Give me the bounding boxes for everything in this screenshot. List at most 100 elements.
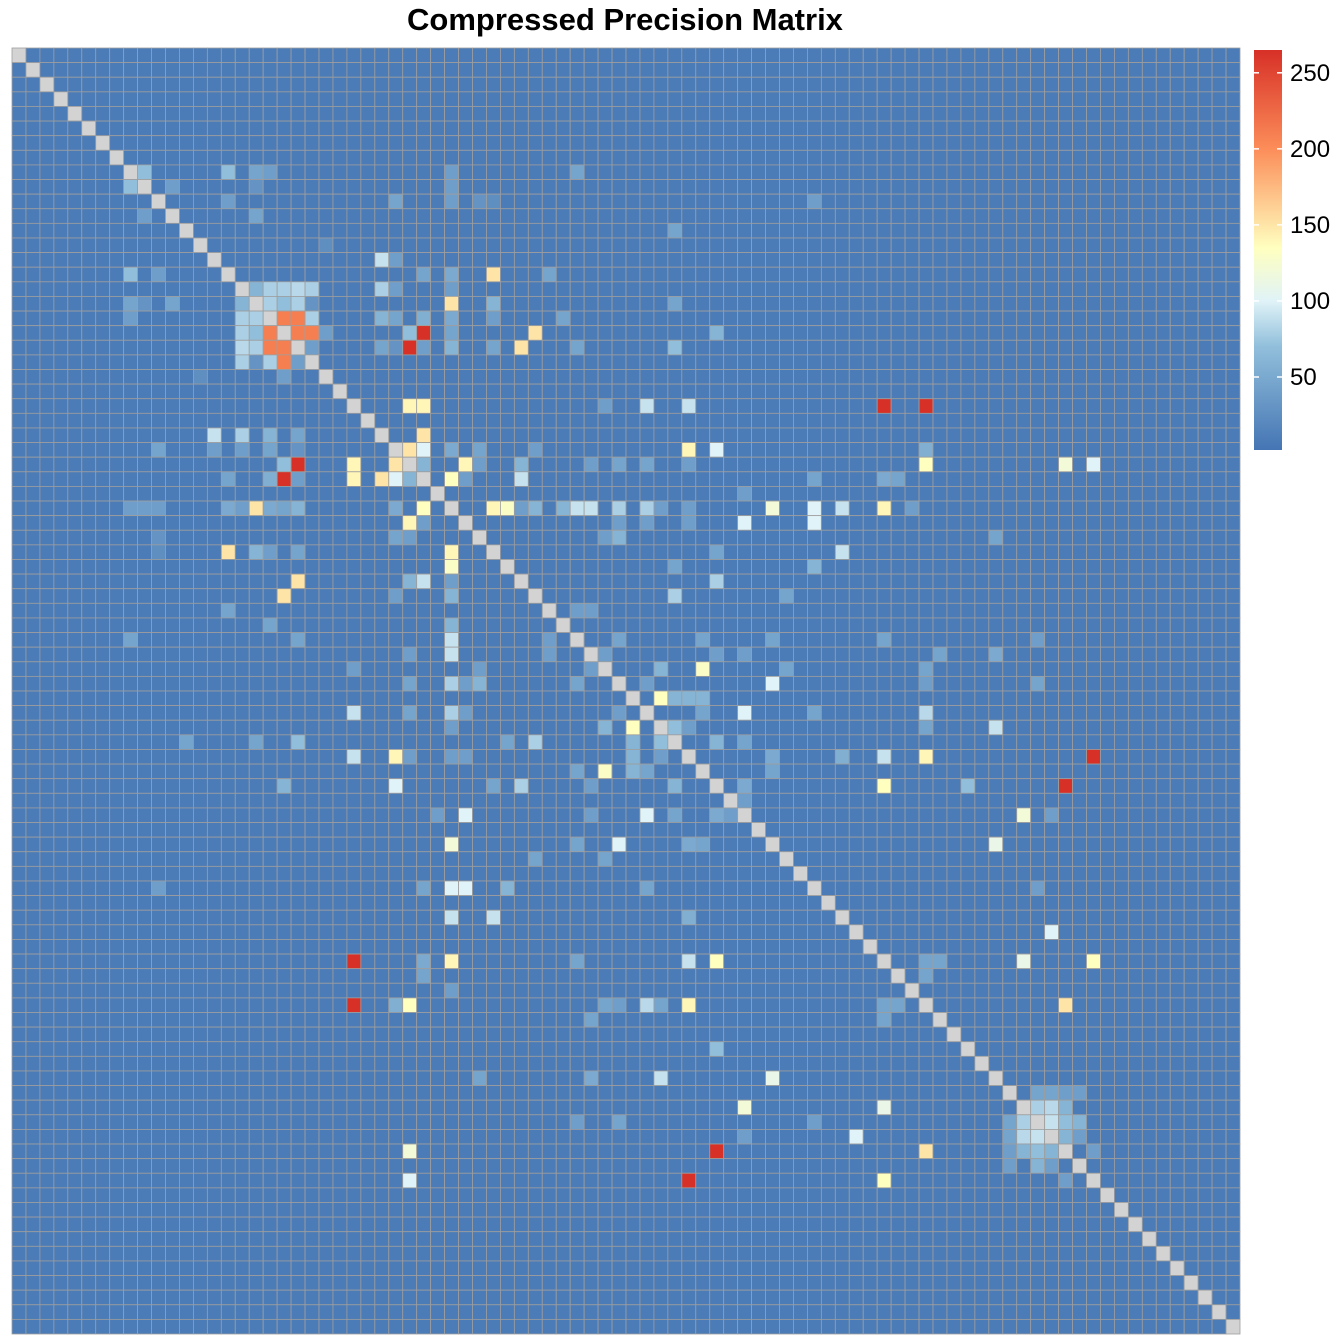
heatmap-cell [444,529,459,546]
heatmap-cell [318,179,334,195]
heatmap-cell [25,763,41,780]
heatmap-cell [1058,632,1073,648]
heatmap-cell [639,851,655,867]
heatmap-cell [890,705,906,721]
heatmap-cell [1002,617,1018,633]
heatmap-cell [374,456,390,473]
heatmap-cell [681,456,697,473]
heatmap-cell [444,500,459,517]
heatmap-cell [95,749,111,765]
heatmap-cell [500,310,515,327]
heatmap-cell [416,661,432,677]
heatmap-cell [402,559,418,575]
heatmap-cell [848,135,864,151]
heatmap-cell [332,544,348,560]
heatmap-cell [472,325,487,341]
heatmap-cell [123,705,138,721]
heatmap-cell [444,266,459,283]
heatmap-cell [820,763,836,780]
heatmap-cell [39,529,55,546]
heatmap-cell [486,675,501,692]
heatmap-cell [67,719,83,736]
heatmap-cell [779,354,794,370]
heatmap-cell [960,807,976,823]
heatmap-cell [1016,719,1032,736]
heatmap-cell [346,544,362,560]
heatmap-cell [946,427,962,443]
heatmap-cell [248,515,264,531]
heatmap-cell [234,106,250,122]
heatmap-cell [681,281,697,297]
heatmap-cell [234,544,250,560]
heatmap-cell [695,705,711,721]
heatmap-cell [1044,296,1059,312]
heatmap-cell [416,588,432,604]
heatmap-cell [179,179,194,195]
heatmap-cell [765,120,780,137]
heatmap-cell [458,719,473,736]
heatmap-cell [569,325,585,341]
heatmap-cell [290,544,306,560]
heatmap-cell [890,222,906,239]
heatmap-cell [667,106,683,122]
heatmap-cell [904,339,920,356]
heatmap-cell [807,778,822,794]
heatmap-cell [290,47,306,64]
heatmap-cell [611,851,627,867]
heatmap-cell [1155,179,1171,195]
heatmap-cell [709,851,725,867]
heatmap-cell [681,690,697,707]
heatmap-cell [95,456,111,473]
heatmap-cell [290,763,306,780]
heatmap-cell [569,76,585,93]
heatmap-cell [946,675,962,692]
heatmap-cell [430,763,445,780]
heatmap-cell [541,865,557,882]
heatmap-cell [807,149,822,166]
heatmap-cell [472,193,487,210]
heatmap-cell [500,588,515,604]
heatmap-cell [444,471,459,487]
heatmap-cell [527,222,543,239]
heatmap-cell [11,822,27,838]
heatmap-cell [151,500,166,517]
heatmap-cell [444,106,459,122]
heatmap-cell [332,383,348,400]
heatmap-cell [1030,734,1046,750]
heatmap-cell [248,836,264,853]
heatmap-cell [1169,763,1185,780]
heatmap-cell [95,62,111,78]
heatmap-cell [1155,76,1171,93]
heatmap-cell [276,515,292,531]
heatmap-cell [123,252,138,268]
heatmap-cell [318,354,334,370]
heatmap-cell [555,179,571,195]
heatmap-cell [723,266,739,283]
heatmap-cell [1127,135,1143,151]
heatmap-cell [151,719,166,736]
heatmap-cell [109,822,125,838]
heatmap-cell [500,281,515,297]
heatmap-cell [1086,135,1101,151]
heatmap-cell [220,719,236,736]
heatmap-cell [1016,471,1032,487]
heatmap-cell [304,120,320,137]
heatmap-cell [890,822,906,838]
heatmap-cell [81,617,97,633]
heatmap-cell [1155,661,1171,677]
heatmap-cell [765,573,780,590]
heatmap-cell [779,442,794,458]
heatmap-cell [220,544,236,560]
heatmap-cell [374,76,390,93]
heatmap-cell [890,851,906,867]
heatmap-cell [1141,325,1157,341]
heatmap-cell [262,106,278,122]
heatmap-cell [123,529,138,546]
heatmap-cell [737,47,752,64]
heatmap-cell [332,851,348,867]
heatmap-cell [1114,135,1129,151]
heatmap-cell [500,412,515,429]
heatmap-cell [500,369,515,385]
heatmap-cell [220,792,236,809]
heatmap-cell [318,544,334,560]
